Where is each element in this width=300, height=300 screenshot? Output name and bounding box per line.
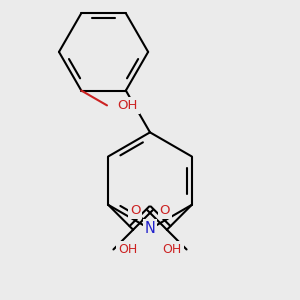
Text: O: O: [160, 204, 170, 217]
Text: OH: OH: [163, 243, 182, 256]
Text: OH: OH: [118, 243, 137, 256]
Text: N: N: [145, 221, 155, 236]
Text: O: O: [130, 204, 140, 217]
Text: OH: OH: [117, 99, 138, 112]
